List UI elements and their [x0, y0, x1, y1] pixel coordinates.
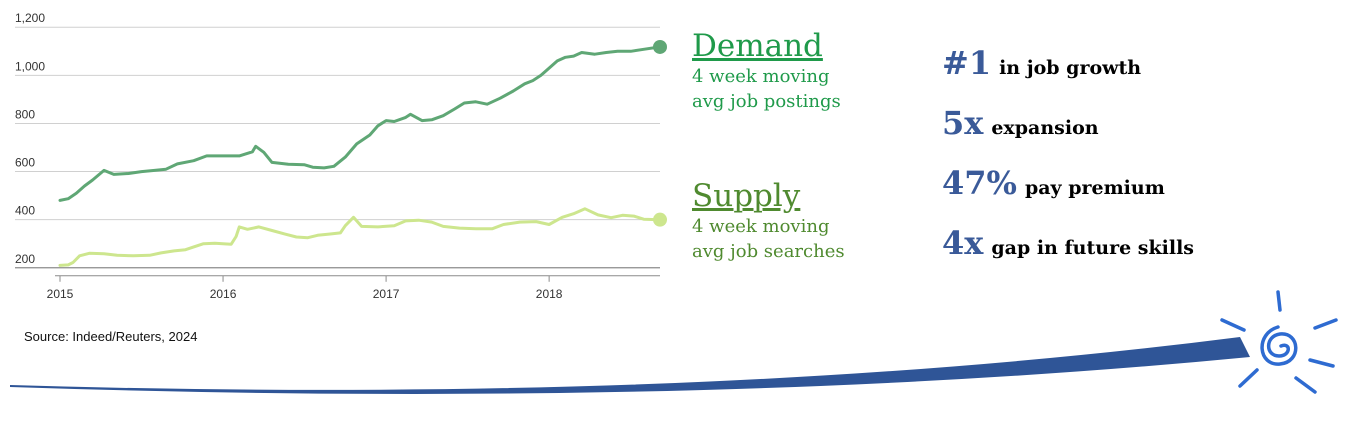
legend-supply-title: Supply: [692, 178, 801, 214]
x-tick-label: 2015: [47, 287, 74, 301]
sun-ray-top: [1276, 290, 1282, 312]
supply-series-line: [58, 207, 662, 267]
y-axis-ticks: 200 400 600 800 1,000 1,200: [15, 11, 45, 266]
legend-demand-line2: avg job postings: [692, 91, 841, 112]
y-tick-label: 1,200: [15, 11, 45, 25]
y-tick-label: 1,000: [15, 59, 45, 73]
legend-demand: Demand 4 week moving avg job postings: [692, 28, 862, 114]
grid-lines: [15, 26, 660, 277]
x-tick-label: 2017: [373, 287, 400, 301]
x-axis-ticks: 2015 2016 2017 2018: [47, 275, 563, 301]
demand-series-line: [58, 45, 662, 202]
stat-value: 5x: [942, 104, 984, 142]
y-tick-label: 200: [15, 252, 35, 266]
legend-demand-line1: 4 week moving: [692, 66, 830, 87]
source-note: Source: Indeed/Reuters, 2024: [24, 329, 198, 344]
stat-expansion: 5x expansion: [942, 104, 1194, 164]
stat-job-growth: #1 in job growth: [942, 44, 1194, 104]
blue-swoosh-decoration: [10, 337, 1250, 394]
sun-spiral-logo: [1220, 290, 1338, 394]
stat-label: in job growth: [999, 57, 1142, 79]
spiral-icon: [1260, 325, 1298, 366]
supply-end-marker: [653, 212, 667, 227]
stat-label: gap in future skills: [991, 237, 1194, 259]
stats-list: #1 in job growth 5x expansion 47% pay pr…: [942, 44, 1194, 284]
legend-supply-line2: avg job searches: [692, 241, 845, 262]
demand-end-marker: [653, 39, 667, 54]
sun-ray-right: [1308, 358, 1335, 368]
x-tick-label: 2016: [210, 287, 237, 301]
y-tick-label: 600: [15, 156, 35, 170]
y-tick-label: 800: [15, 107, 35, 121]
x-tick-label: 2018: [536, 287, 563, 301]
stat-pay-premium: 47% pay premium: [942, 164, 1194, 224]
legend-demand-title: Demand: [692, 28, 823, 64]
stat-value: 4x: [942, 224, 984, 262]
series-lines: [58, 39, 667, 267]
legend-supply: Supply 4 week moving avg job searches: [692, 178, 862, 264]
legend-supply-line1: 4 week moving: [692, 216, 830, 237]
stat-value: 47%: [942, 164, 1017, 202]
stat-value: #1: [942, 44, 992, 82]
stat-skills-gap: 4x gap in future skills: [942, 224, 1194, 284]
stat-label: expansion: [991, 117, 1099, 139]
stat-label: pay premium: [1024, 177, 1165, 199]
sun-ray-top-right: [1313, 318, 1338, 330]
line-chart: 200 400 600 800 1,000 1,200 2015 2016 2017 2018: [15, 11, 667, 301]
decoration: [10, 290, 1338, 394]
y-tick-label: 400: [15, 204, 35, 218]
sun-ray-bottom-left: [1238, 368, 1259, 388]
sun-ray-bottom-right: [1294, 376, 1317, 394]
sun-ray-left: [1220, 318, 1246, 332]
